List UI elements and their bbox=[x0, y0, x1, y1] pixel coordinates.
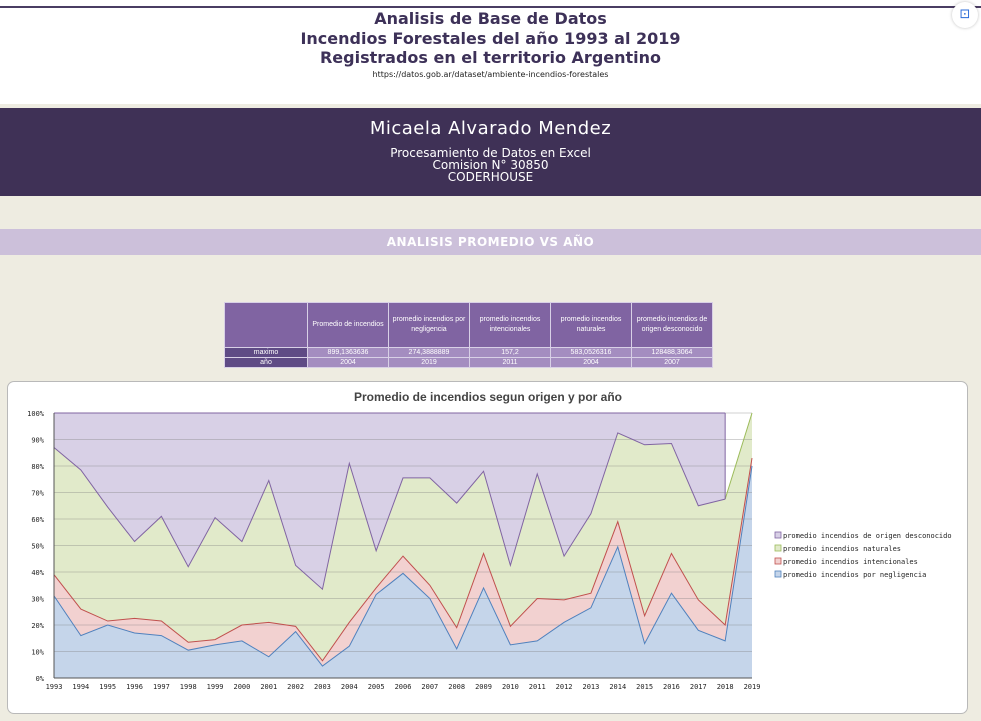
page-title-line-2: Incendios Forestales del año 1993 al 201… bbox=[300, 29, 681, 48]
source-url[interactable]: https://datos.gob.ar/dataset/ambiente-in… bbox=[372, 70, 609, 79]
y-tick-label: 20% bbox=[31, 622, 44, 630]
series-line-intencionales bbox=[53, 457, 753, 662]
x-tick-label: 2003 bbox=[314, 683, 331, 691]
table-header-cell: promedio incendios naturales bbox=[550, 302, 632, 348]
y-tick-label: 80% bbox=[31, 463, 44, 471]
x-tick-label: 2000 bbox=[233, 683, 250, 691]
table-header-cell: Promedio de incendios bbox=[307, 302, 389, 348]
table-cell: 274,3888889 bbox=[388, 347, 470, 358]
table-cell: año bbox=[224, 357, 308, 368]
table-header-row: Promedio de incendios promedio incendios… bbox=[224, 302, 713, 348]
x-tick-label: 2002 bbox=[287, 683, 304, 691]
x-tick-label: 2005 bbox=[368, 683, 385, 691]
x-tick-label: 1998 bbox=[180, 683, 197, 691]
x-tick-label: 2001 bbox=[260, 683, 277, 691]
area-series-2 bbox=[54, 413, 752, 661]
x-tick-label: 1996 bbox=[126, 683, 143, 691]
x-tick-label: 2018 bbox=[717, 683, 734, 691]
table-cell: 2004 bbox=[307, 357, 389, 368]
table-row: maximo 899,1363636 274,3888889 157,2 583… bbox=[224, 347, 713, 358]
x-tick-label: 1995 bbox=[99, 683, 116, 691]
area-series-1 bbox=[54, 458, 752, 667]
table-header-cell: promedio incendios de origen desconocido bbox=[631, 302, 713, 348]
legend-label: promedio incendios intencionales bbox=[783, 558, 918, 566]
x-tick-label: 2012 bbox=[556, 683, 573, 691]
table-cell: 583,0526316 bbox=[550, 347, 632, 358]
y-tick-label: 10% bbox=[31, 649, 44, 657]
series-line-desconocido bbox=[53, 432, 726, 591]
x-tick-label: 2017 bbox=[690, 683, 707, 691]
table-cell: 2007 bbox=[631, 357, 713, 368]
table-header-cell: promedio incendios intencionales bbox=[469, 302, 551, 348]
scan-icon[interactable]: ⊡ bbox=[952, 2, 978, 28]
series-line-naturales bbox=[724, 412, 753, 500]
x-tick-label: 1994 bbox=[72, 683, 89, 691]
table-cell: 899,1363636 bbox=[307, 347, 389, 358]
legend-swatch bbox=[774, 557, 782, 565]
table-header-cell bbox=[224, 302, 308, 348]
section-title: ANALISIS PROMEDIO VS AÑO bbox=[0, 229, 981, 255]
table-header-cell: promedio incendios por negligencia bbox=[388, 302, 470, 348]
table-cell: 2019 bbox=[388, 357, 470, 368]
header-panel: Analisis de Base de Datos Incendios Fore… bbox=[0, 0, 981, 104]
table-cell: 2011 bbox=[469, 357, 551, 368]
chart-frame[interactable]: Promedio de incendios segun origen y por… bbox=[7, 381, 968, 714]
stacked-area-chart: Promedio de incendios segun origen y por… bbox=[27, 390, 952, 691]
x-tick-label: 2007 bbox=[421, 683, 438, 691]
y-tick-label: 0% bbox=[36, 675, 45, 683]
author-line-2: Comision N° 30850 bbox=[432, 158, 549, 172]
y-tick-label: 60% bbox=[31, 516, 44, 524]
table-cell: 128488,3064 bbox=[631, 347, 713, 358]
x-tick-label: 1993 bbox=[46, 683, 63, 691]
y-tick-label: 70% bbox=[31, 490, 44, 498]
x-tick-label: 2009 bbox=[475, 683, 492, 691]
summary-table: Promedio de incendios promedio incendios… bbox=[224, 302, 713, 368]
page-title-line-3: Registrados en el territorio Argentino bbox=[319, 48, 662, 67]
y-tick-label: 90% bbox=[31, 437, 44, 445]
legend-label: promedio incendios naturales bbox=[783, 545, 901, 553]
author-line-3: CODERHOUSE bbox=[447, 170, 534, 184]
page-title-line-1: Analisis de Base de Datos bbox=[374, 9, 607, 28]
table-row: año 2004 2019 2011 2004 2007 bbox=[224, 357, 713, 368]
author-name: Micaela Alvarado Mendez bbox=[369, 118, 612, 139]
table-cell: 157,2 bbox=[469, 347, 551, 358]
x-tick-label: 2004 bbox=[341, 683, 358, 691]
legend-label: promedio incendios de origen desconocido bbox=[783, 532, 952, 540]
chart-title: Promedio de incendios segun origen y por… bbox=[354, 390, 622, 404]
x-tick-label: 2006 bbox=[395, 683, 412, 691]
x-tick-label: 1997 bbox=[153, 683, 170, 691]
x-tick-label: 2013 bbox=[582, 683, 599, 691]
x-tick-label: 2010 bbox=[502, 683, 519, 691]
top-divider bbox=[0, 6, 981, 8]
y-tick-label: 100% bbox=[27, 410, 45, 418]
x-tick-label: 2019 bbox=[744, 683, 761, 691]
y-tick-label: 30% bbox=[31, 596, 44, 604]
series-line-negligencia bbox=[53, 465, 753, 667]
y-tick-label: 50% bbox=[31, 543, 44, 551]
legend-swatch bbox=[774, 531, 782, 539]
legend-label: promedio incendios por negligencia bbox=[783, 571, 926, 579]
legend-swatch bbox=[774, 544, 782, 552]
x-tick-label: 2015 bbox=[636, 683, 653, 691]
x-tick-label: 2011 bbox=[529, 683, 546, 691]
area-desconocido bbox=[54, 413, 726, 590]
x-tick-label: 1999 bbox=[207, 683, 224, 691]
table-cell: maximo bbox=[224, 347, 308, 358]
x-tick-label: 2008 bbox=[448, 683, 465, 691]
x-tick-label: 2016 bbox=[663, 683, 680, 691]
x-tick-label: 2014 bbox=[609, 683, 626, 691]
legend-swatch bbox=[774, 570, 782, 578]
author-panel: Micaela Alvarado Mendez Procesamiento de… bbox=[0, 108, 981, 196]
table-cell: 2004 bbox=[550, 357, 632, 368]
y-tick-label: 40% bbox=[31, 569, 44, 577]
author-line-1: Procesamiento de Datos en Excel bbox=[390, 146, 591, 160]
